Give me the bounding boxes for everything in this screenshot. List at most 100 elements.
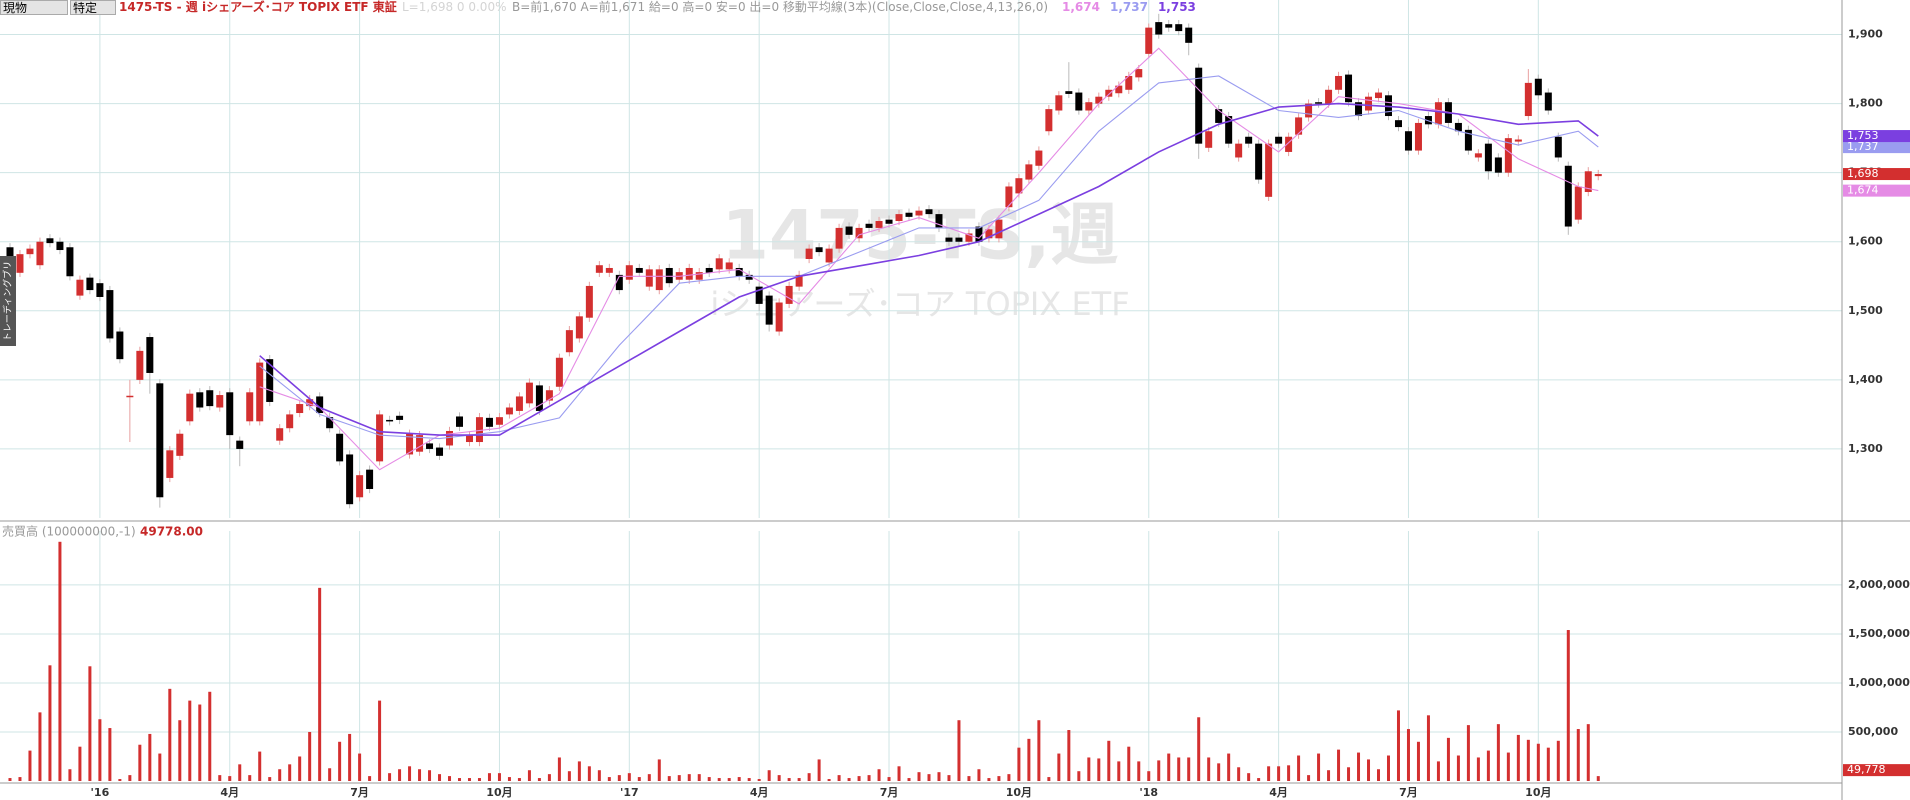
candle-body <box>6 247 14 262</box>
x-tick-label: '17 <box>620 786 639 799</box>
price-marker-label: 1,674 <box>1847 184 1879 197</box>
volume-bar <box>1147 771 1151 781</box>
candle-body <box>935 214 943 228</box>
candle-body <box>386 419 394 422</box>
volume-bar <box>348 733 352 781</box>
candle-body <box>76 279 84 296</box>
ma-value: 1,753 <box>1157 0 1196 14</box>
candle-body <box>1015 178 1023 194</box>
candle-body <box>965 233 973 242</box>
candle-body <box>845 226 853 235</box>
candle-body <box>296 404 304 414</box>
volume-bar <box>158 753 162 781</box>
volume-bar <box>697 774 701 781</box>
candle-body <box>1175 24 1183 32</box>
volume-bar <box>1187 757 1191 781</box>
candle-body <box>545 390 553 401</box>
candle-body <box>715 258 723 270</box>
candle-body <box>106 290 114 339</box>
candle-body <box>1045 109 1053 132</box>
candle-body <box>575 316 583 339</box>
candle-body <box>216 395 224 408</box>
volume-bar <box>587 766 591 781</box>
candle-body <box>436 447 444 456</box>
volume-bar <box>1077 771 1081 781</box>
candle-body <box>1414 122 1422 151</box>
volume-bar <box>847 778 851 781</box>
volume-bar <box>1486 750 1490 781</box>
volume-bar <box>797 778 801 781</box>
candle-body <box>1145 27 1153 54</box>
moving-average-line <box>259 75 1599 440</box>
price-marker-label: 1,737 <box>1847 140 1879 153</box>
candle-body <box>116 331 124 360</box>
volume-bar <box>98 719 102 781</box>
volume-title: 売買高 (100000000,-1) <box>2 524 136 539</box>
volume-bar <box>108 728 112 781</box>
volume-bar <box>1207 757 1211 781</box>
volume-bar <box>378 700 382 781</box>
volume-bar <box>48 665 52 781</box>
candle-body <box>1165 24 1173 28</box>
ma-value: 1,737 <box>1109 0 1148 14</box>
y-tick-label: 1,400 <box>1848 373 1883 386</box>
volume-bar <box>1456 755 1460 781</box>
candle-body <box>136 350 144 380</box>
volume-bar <box>1257 778 1261 781</box>
candle-body <box>495 417 503 425</box>
y-tick-label: 500,000 <box>1848 725 1898 738</box>
candle-body <box>525 382 533 404</box>
candle-body <box>356 475 364 498</box>
volume-bar <box>298 756 302 781</box>
volume-header-value: 49778.00 <box>140 525 203 539</box>
candle-body <box>735 267 743 277</box>
volume-bar <box>178 720 182 781</box>
candle-body <box>955 237 963 242</box>
volume-bar <box>1267 766 1271 781</box>
volume-bar <box>467 778 471 781</box>
volume-bar <box>637 777 641 781</box>
volume-bar <box>1396 710 1400 781</box>
volume-bar <box>1177 757 1181 781</box>
volume-bar <box>138 744 142 781</box>
candle-body <box>266 359 274 402</box>
candle-body <box>625 265 633 280</box>
candle-body <box>1285 136 1293 152</box>
volume-bar <box>917 772 921 781</box>
volume-bar <box>647 774 651 781</box>
candle-body <box>1155 22 1163 35</box>
candle-body <box>1504 138 1512 173</box>
volume-bar <box>1536 743 1540 781</box>
side-tab[interactable] <box>0 256 16 346</box>
candle-body <box>1494 157 1502 173</box>
volume-bar <box>218 775 222 781</box>
volume-marker-label: 49,778 <box>1847 763 1886 776</box>
volume-bar <box>118 779 122 781</box>
grid <box>0 0 1842 781</box>
x-tick-label: 10月 <box>486 786 512 799</box>
candle-body <box>875 221 883 228</box>
candle-body <box>26 248 34 255</box>
candle-body <box>1305 103 1313 118</box>
candle-body <box>815 247 823 253</box>
candle-body <box>156 383 164 498</box>
candle-body <box>326 417 334 429</box>
volume-bar <box>308 731 312 781</box>
y-tick-label: 1,500 <box>1848 304 1883 317</box>
x-tick-label: '16 <box>91 786 110 799</box>
tax-select[interactable]: 特定 <box>70 0 116 15</box>
candle-body <box>1005 186 1013 208</box>
candle-body <box>1355 102 1363 117</box>
side-tab-label[interactable]: トレーディングブリ <box>2 261 14 341</box>
account-select[interactable]: 現物 <box>0 0 68 15</box>
volume-bar <box>887 777 891 781</box>
volume-bar <box>1496 724 1500 781</box>
volume-bar <box>1217 763 1221 781</box>
candle-body <box>96 283 104 297</box>
volume-bar <box>577 761 581 781</box>
candle-body <box>605 267 613 273</box>
candle-body <box>1135 69 1143 78</box>
volume-bar <box>867 775 871 781</box>
candle-body <box>1574 186 1582 220</box>
